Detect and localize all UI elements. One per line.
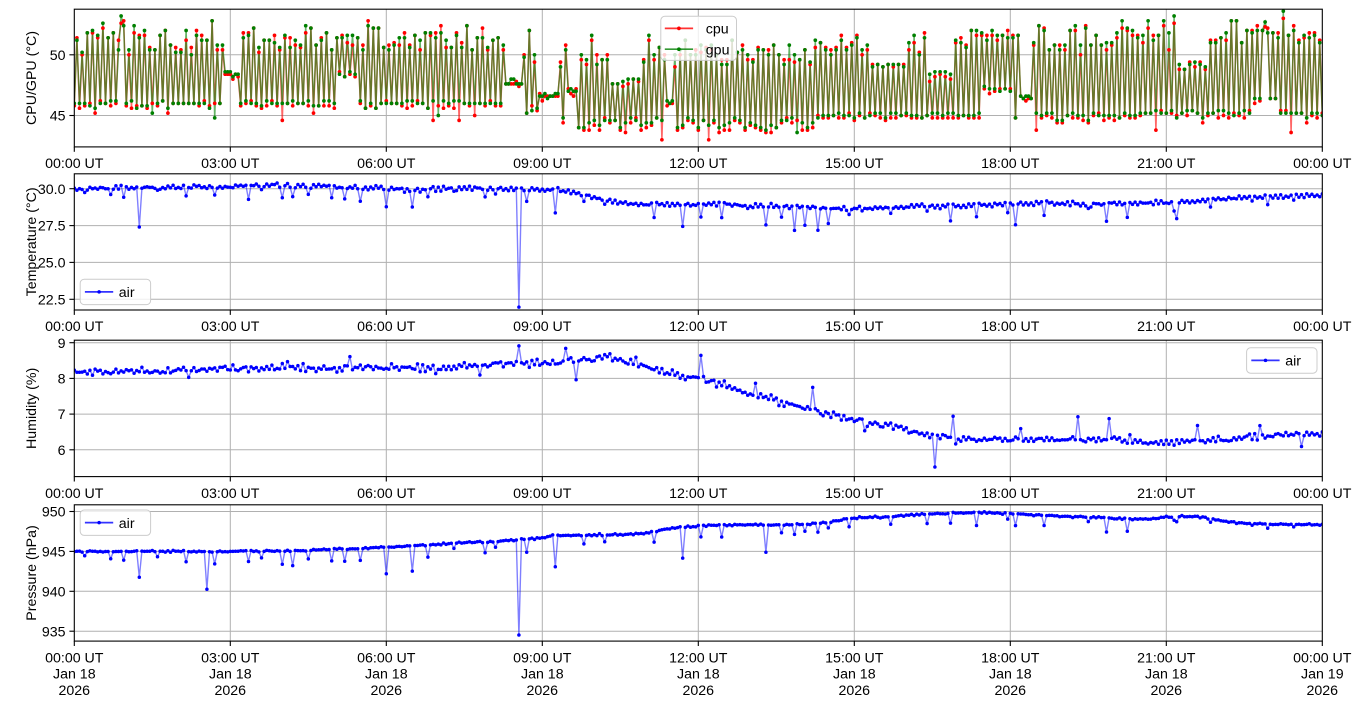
svg-text:Jan 18: Jan 18 xyxy=(1145,667,1188,683)
svg-text:03:00 UT: 03:00 UT xyxy=(201,650,260,666)
svg-text:Jan 18: Jan 18 xyxy=(521,667,564,683)
svg-text:15:00 UT: 15:00 UT xyxy=(825,156,884,172)
svg-text:2026: 2026 xyxy=(1151,683,1183,699)
svg-text:18:00 UT: 18:00 UT xyxy=(981,650,1040,666)
svg-text:air: air xyxy=(119,516,135,532)
svg-text:15:00 UT: 15:00 UT xyxy=(825,486,884,502)
svg-text:21:00 UT: 21:00 UT xyxy=(1137,319,1196,335)
svg-text:2026: 2026 xyxy=(839,683,871,699)
svg-text:00:00 UT: 00:00 UT xyxy=(45,319,104,335)
svg-text:00:00 UT: 00:00 UT xyxy=(1293,156,1352,172)
svg-text:7: 7 xyxy=(58,407,66,423)
svg-text:09:00 UT: 09:00 UT xyxy=(513,156,572,172)
svg-text:21:00 UT: 21:00 UT xyxy=(1137,156,1196,172)
svg-text:2026: 2026 xyxy=(59,683,91,699)
svg-text:6: 6 xyxy=(58,443,66,459)
svg-text:935: 935 xyxy=(42,624,66,640)
svg-text:air: air xyxy=(1285,354,1301,370)
svg-text:2026: 2026 xyxy=(995,683,1027,699)
svg-text:945: 945 xyxy=(42,545,66,561)
svg-text:18:00 UT: 18:00 UT xyxy=(981,319,1040,335)
svg-text:12:00 UT: 12:00 UT xyxy=(669,486,728,502)
svg-text:06:00 UT: 06:00 UT xyxy=(357,319,416,335)
svg-text:27.5: 27.5 xyxy=(38,219,66,235)
svg-text:09:00 UT: 09:00 UT xyxy=(513,319,572,335)
svg-text:00:00 UT: 00:00 UT xyxy=(45,486,104,502)
svg-text:2026: 2026 xyxy=(683,683,715,699)
svg-text:21:00 UT: 21:00 UT xyxy=(1137,486,1196,502)
svg-text:03:00 UT: 03:00 UT xyxy=(201,156,260,172)
svg-text:air: air xyxy=(119,285,135,301)
svg-text:45: 45 xyxy=(50,109,66,125)
svg-text:00:00 UT: 00:00 UT xyxy=(1293,650,1352,666)
svg-text:Jan 19: Jan 19 xyxy=(1301,667,1344,683)
svg-text:Jan 18: Jan 18 xyxy=(989,667,1032,683)
svg-text:21:00 UT: 21:00 UT xyxy=(1137,650,1196,666)
svg-text:2026: 2026 xyxy=(215,683,247,699)
svg-text:9: 9 xyxy=(58,336,66,352)
svg-text:Temperature (°C): Temperature (°C) xyxy=(24,187,40,296)
svg-text:2026: 2026 xyxy=(371,683,403,699)
svg-text:06:00 UT: 06:00 UT xyxy=(357,650,416,666)
svg-text:gpu: gpu xyxy=(706,42,730,58)
svg-text:00:00 UT: 00:00 UT xyxy=(45,650,104,666)
svg-text:25.0: 25.0 xyxy=(38,256,66,272)
svg-text:Jan 18: Jan 18 xyxy=(53,667,96,683)
svg-text:Jan 18: Jan 18 xyxy=(677,667,720,683)
svg-text:950: 950 xyxy=(42,505,66,521)
svg-text:15:00 UT: 15:00 UT xyxy=(825,319,884,335)
svg-text:18:00 UT: 18:00 UT xyxy=(981,486,1040,502)
svg-text:06:00 UT: 06:00 UT xyxy=(357,486,416,502)
svg-text:06:00 UT: 06:00 UT xyxy=(357,156,416,172)
svg-text:cpu: cpu xyxy=(706,22,729,38)
svg-text:50: 50 xyxy=(50,48,66,64)
svg-text:03:00 UT: 03:00 UT xyxy=(201,319,260,335)
svg-text:Jan 18: Jan 18 xyxy=(833,667,876,683)
svg-text:Pressure (hPa): Pressure (hPa) xyxy=(24,525,40,620)
svg-text:2026: 2026 xyxy=(1307,683,1339,699)
svg-text:Humidity (%): Humidity (%) xyxy=(24,368,40,449)
svg-text:8: 8 xyxy=(58,372,66,388)
svg-text:00:00 UT: 00:00 UT xyxy=(1293,319,1352,335)
svg-text:15:00 UT: 15:00 UT xyxy=(825,650,884,666)
svg-text:Jan 18: Jan 18 xyxy=(365,667,408,683)
svg-text:09:00 UT: 09:00 UT xyxy=(513,650,572,666)
svg-text:22.5: 22.5 xyxy=(38,292,66,308)
svg-text:940: 940 xyxy=(42,584,66,600)
svg-text:30.0: 30.0 xyxy=(38,182,66,198)
svg-text:12:00 UT: 12:00 UT xyxy=(669,319,728,335)
svg-text:CPU/GPU (°C): CPU/GPU (°C) xyxy=(24,31,40,125)
svg-text:00:00 UT: 00:00 UT xyxy=(1293,486,1352,502)
svg-text:00:00 UT: 00:00 UT xyxy=(45,156,104,172)
svg-text:12:00 UT: 12:00 UT xyxy=(669,650,728,666)
svg-text:09:00 UT: 09:00 UT xyxy=(513,486,572,502)
svg-text:18:00 UT: 18:00 UT xyxy=(981,156,1040,172)
svg-text:03:00 UT: 03:00 UT xyxy=(201,486,260,502)
svg-text:Jan 18: Jan 18 xyxy=(209,667,252,683)
svg-text:2026: 2026 xyxy=(527,683,559,699)
svg-text:12:00 UT: 12:00 UT xyxy=(669,156,728,172)
